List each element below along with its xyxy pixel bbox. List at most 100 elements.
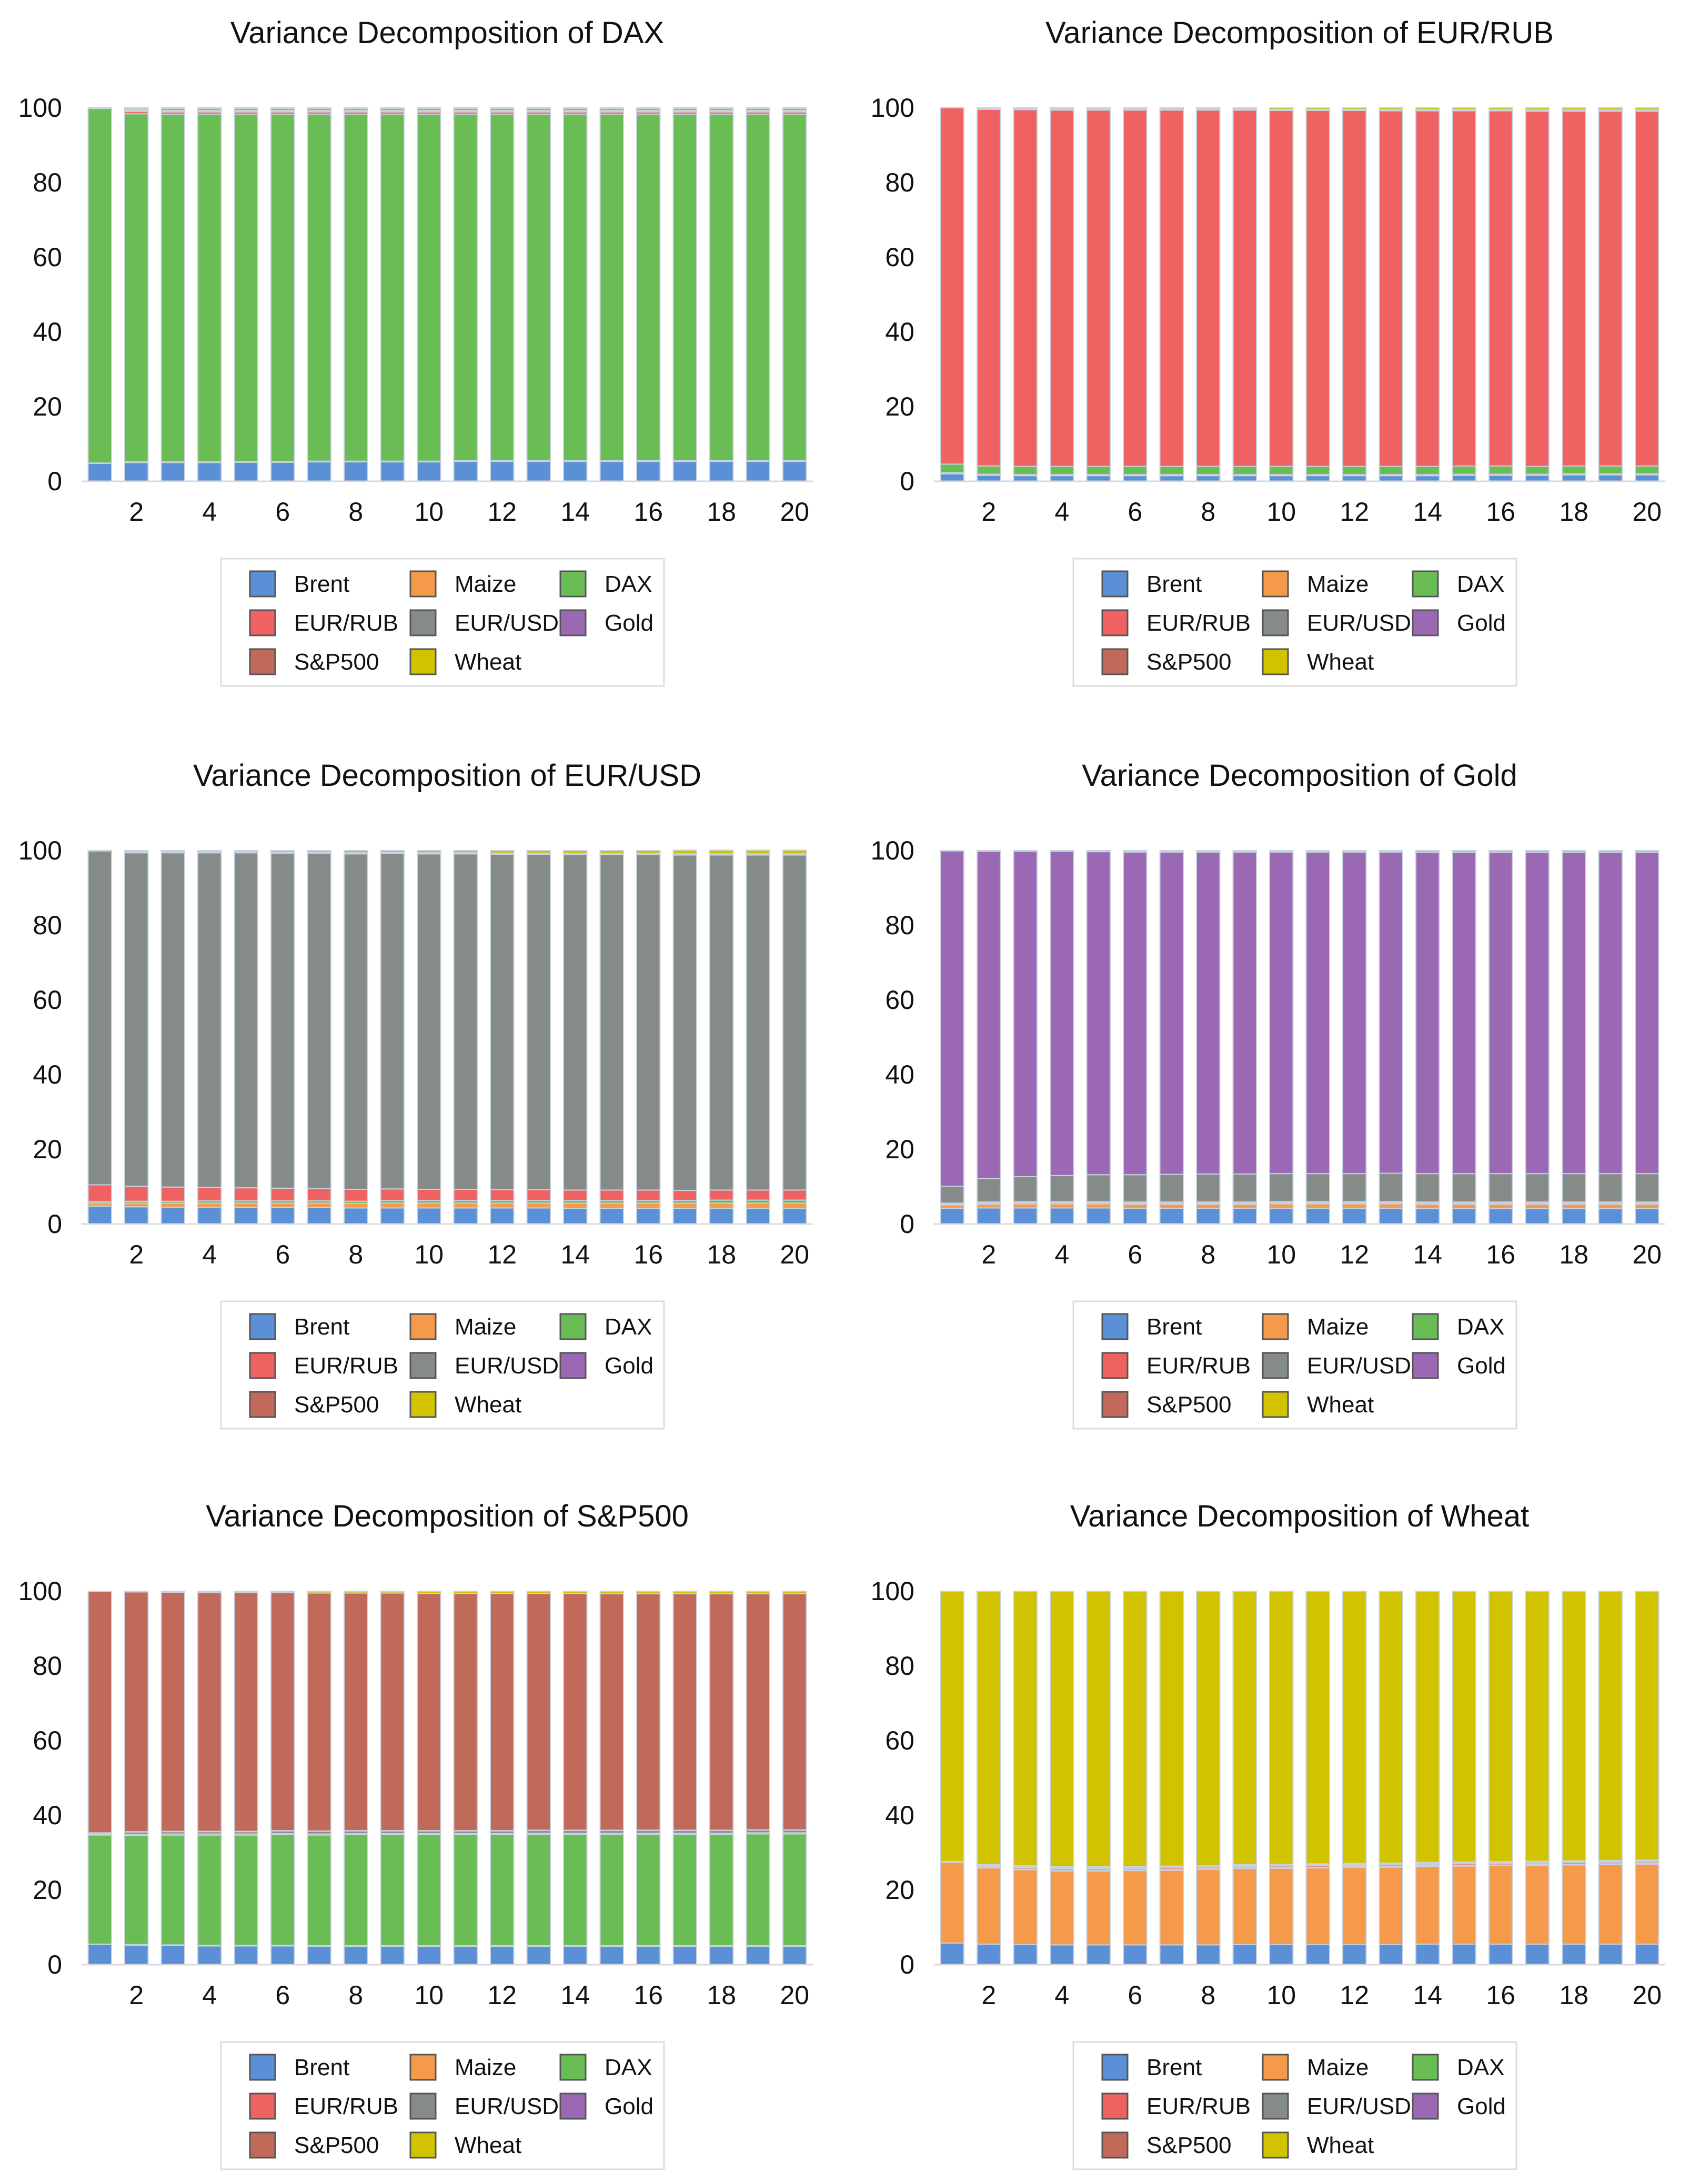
bar-segment-maize-15: [1452, 1865, 1476, 1945]
y-tick-label: 40: [885, 1801, 914, 1830]
x-tick-label: 14: [560, 1980, 590, 2010]
stacked-bar-8: [1196, 1591, 1221, 1966]
bar-segment-sandp500-1: [87, 1591, 112, 1834]
legend-swatch-brent: [1101, 2054, 1129, 2081]
x-tick-label: 18: [1559, 1980, 1588, 2010]
legend-label-gold: Gold: [1457, 1353, 1506, 1379]
bar-segment-wheat-17: [672, 107, 697, 110]
bar-segment-dax-17: [1525, 466, 1550, 475]
bar-segment-wheat-7: [1159, 1591, 1184, 1867]
bar-segment-wheat-11: [453, 1591, 478, 1594]
bar-segment-wheat-4: [197, 850, 222, 853]
stacked-bar-8: [1196, 107, 1221, 482]
bar-segment-sandp500-17: [672, 1593, 697, 1831]
stacked-bar-6: [270, 1591, 295, 1965]
bar-segment-wheat-6: [1123, 1591, 1148, 1867]
bar-segment-eur-rub-16: [1488, 110, 1513, 467]
stacked-bar-13: [1379, 107, 1403, 482]
y-tick-label: 60: [885, 985, 914, 1015]
bar-segment-brent-17: [1525, 474, 1550, 482]
stacked-bar-2: [977, 107, 1001, 482]
chart-title: Variance Decomposition of EUR/USD: [193, 759, 701, 793]
x-tick-label: 18: [707, 1240, 736, 1269]
legend-box: [1072, 558, 1517, 687]
bar-segment-eur-usd-10: [1269, 1173, 1294, 1202]
x-tick-label: 16: [633, 1240, 663, 1269]
bar-segment-dax-20: [782, 1833, 807, 1946]
legend-label-wheat: Wheat: [455, 2132, 521, 2158]
bar-segment-eur-rub-6: [270, 1187, 295, 1201]
chart-title: Variance Decomposition of DAX: [230, 16, 664, 50]
bar-segment-brent-17: [672, 461, 697, 482]
bar-segment-maize-19: [746, 1202, 770, 1209]
x-tick-label: 12: [1340, 497, 1369, 527]
bar-segment-eur-usd-11: [1305, 1173, 1330, 1202]
bar-segment-gold-11: [1305, 851, 1330, 1175]
stacked-bar-5: [1086, 1591, 1111, 1966]
stacked-bar-9: [1232, 107, 1257, 482]
bar-segment-brent-15: [599, 1208, 624, 1225]
bar-segment-brent-4: [1050, 1207, 1074, 1225]
legend-swatch-dax: [1412, 1313, 1439, 1340]
bar-segment-wheat-14: [563, 1591, 588, 1594]
x-tick-label: 14: [560, 497, 590, 527]
legend-label-brent: Brent: [294, 1314, 349, 1340]
stacked-bar-18: [709, 107, 734, 482]
bar-segment-dax-19: [746, 114, 770, 461]
bar-segment-maize-12: [490, 1202, 515, 1209]
bar-segment-brent-6: [1123, 1208, 1148, 1225]
stacked-bar-17: [1525, 850, 1550, 1225]
bar-segment-eur-usd-13: [526, 854, 551, 1190]
y-tick-label: 20: [33, 392, 62, 421]
bar-segment-eur-rub-19: [746, 1189, 770, 1201]
bar-segment-sandp500-4: [197, 1592, 222, 1832]
bar-segment-brent-7: [1159, 1208, 1184, 1225]
stacked-bar-18: [1562, 850, 1586, 1225]
stacked-bar-5: [1086, 107, 1111, 482]
stacked-bar-20: [782, 107, 807, 482]
stacked-bar-15: [1452, 850, 1476, 1225]
stacked-bar-19: [746, 107, 770, 482]
bar-segment-brent-20: [1635, 1208, 1659, 1225]
bar-segment-sandp500-16: [636, 1593, 661, 1831]
stacked-bar-16: [1488, 107, 1513, 482]
bar-segment-wheat-14: [1415, 107, 1440, 110]
stacked-bar-13: [1379, 1591, 1403, 1965]
y-tick-label: 100: [871, 93, 914, 123]
y-tick-label: 20: [885, 1135, 914, 1164]
bar-segment-eur-rub-8: [1196, 109, 1221, 467]
y-tick-label: 40: [33, 1060, 62, 1089]
bar-segment-eur-rub-18: [1562, 110, 1586, 467]
bar-segment-dax-6: [1123, 466, 1148, 476]
bar-segment-brent-1: [940, 1942, 964, 1966]
bar-segment-wheat-13: [526, 1591, 551, 1594]
bar-segment-brent-20: [782, 1946, 807, 1965]
bar-segment-eur-rub-4: [197, 1187, 222, 1201]
bar-segment-wheat-19: [746, 1591, 770, 1594]
bar-segment-eur-rub-10: [417, 1188, 441, 1201]
x-tick-label: 14: [1413, 1240, 1442, 1269]
bar-segment-brent-1: [87, 1944, 112, 1965]
bar-segment-brent-7: [307, 1207, 331, 1225]
stacked-bar-9: [1232, 850, 1257, 1225]
chart-title: Variance Decomposition of S&P500: [206, 1499, 689, 1533]
legend-label-wheat: Wheat: [1307, 1392, 1374, 1418]
stacked-bar-20: [782, 1591, 807, 1965]
bar-segment-dax-5: [1086, 466, 1111, 476]
bar-segment-eur-usd-14: [563, 854, 588, 1191]
legend-label-eur-usd: EUR/USD: [455, 2094, 559, 2119]
bar-segment-eur-rub-17: [672, 1190, 697, 1201]
bar-segment-gold-7: [1159, 851, 1184, 1175]
bar-segment-maize-16: [1488, 1204, 1513, 1209]
bar-segment-eur-rub-18: [709, 1189, 734, 1201]
bar-segment-brent-11: [1305, 475, 1330, 482]
bar-segment-wheat-5: [234, 1591, 258, 1593]
bar-segment-dax-6: [270, 1834, 295, 1946]
bar-segment-maize-5: [1086, 1870, 1111, 1946]
bar-segment-wheat-11: [1305, 107, 1330, 110]
bar-segment-eur-rub-7: [1159, 109, 1184, 467]
bar-segment-eur-rub-14: [563, 1189, 588, 1201]
bar-segment-sandp500-8: [344, 1592, 368, 1832]
bar-segment-brent-10: [417, 1946, 441, 1965]
bar-segment-eur-usd-6: [1123, 1174, 1148, 1203]
